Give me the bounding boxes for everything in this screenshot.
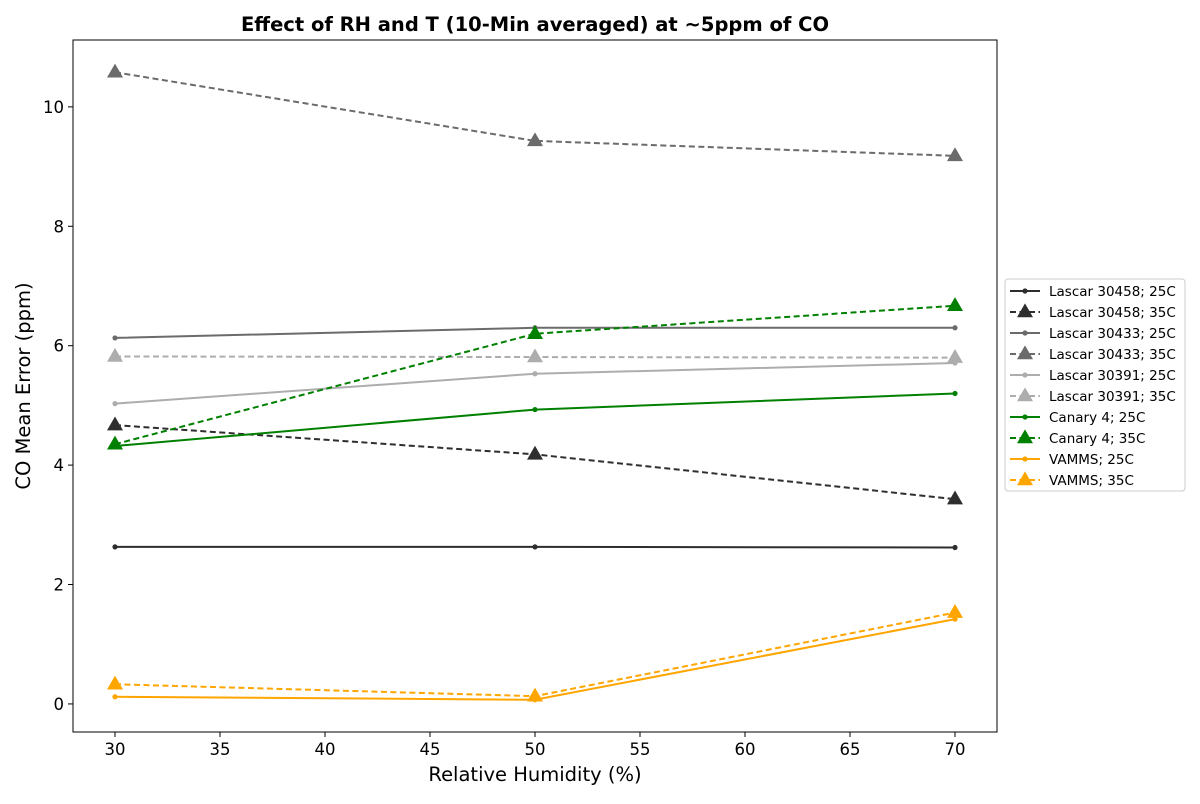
chart-title: Effect of RH and T (10-Min averaged) at … [241,13,829,36]
data-point [112,544,118,550]
data-point [947,147,963,162]
data-point [532,371,538,377]
x-tick-label: 45 [420,740,441,759]
legend-label: VAMMS; 25C [1049,452,1134,468]
legend-label: Lascar 30458; 25C [1049,284,1176,300]
data-point [947,603,963,618]
data-point [952,390,958,397]
series-9 [107,603,963,702]
legend-item: Lascar 30458; 35C [1010,303,1176,321]
data-point [527,687,543,702]
y-tick-label: 0 [54,695,65,714]
series-1 [107,416,963,505]
legend-label: Lascar 30458; 35C [1049,305,1176,321]
series-0 [112,544,958,551]
x-tick-label: 30 [105,740,126,759]
series-3 [107,63,963,162]
series-5 [107,347,963,363]
data-point [527,445,543,460]
legend-label: Canary 4; 25C [1049,410,1145,426]
data-point [532,544,538,550]
y-tick-label: 8 [54,217,65,236]
legend-marker [1017,429,1033,444]
x-axis-label: Relative Humidity (%) [428,763,641,786]
x-tick-label: 65 [840,740,861,759]
legend-marker [1017,471,1033,486]
legend-marker [1017,387,1033,402]
data-point [112,401,118,407]
data-point [947,349,963,363]
data-point [952,325,958,331]
legend-marker [1022,372,1028,378]
y-axis-label: CO Mean Error (ppm) [12,282,35,489]
data-point [107,63,123,78]
legend-marker [1022,456,1028,462]
legend-marker [1022,414,1028,420]
plot-area [107,63,963,703]
legend-item: Lascar 30391; 25C [1010,368,1176,384]
x-tick-label: 60 [735,740,756,759]
legend-label: VAMMS; 35C [1049,473,1134,489]
data-point [947,297,963,311]
y-tick-label: 10 [43,98,64,117]
legend-label: Canary 4; 35C [1049,431,1145,447]
data-point [947,490,963,505]
data-point [952,544,958,551]
x-tick-label: 50 [525,740,546,759]
legend-item: Lascar 30433; 25C [1010,326,1176,342]
legend-box [1004,278,1186,492]
data-point [112,335,118,341]
legend-item: Lascar 30391; 35C [1010,387,1176,405]
data-point [532,406,538,413]
data-point [527,325,543,340]
series-line [114,424,956,501]
series-4 [112,360,958,407]
legend-marker [1017,303,1033,318]
series-line [114,71,956,157]
series-6 [112,390,958,449]
legend-label: Lascar 30433; 25C [1049,326,1176,342]
legend-label: Lascar 30391; 25C [1049,368,1176,384]
legend-item: Canary 4; 25C [1010,410,1145,426]
legend-item: Lascar 30433; 35C [1010,345,1176,363]
x-tick-label: 40 [315,740,336,759]
data-point [112,694,118,700]
axes-ticks: 30 35 40 45 50 55 60 65 70 0 2 4 6 8 10 [43,98,966,759]
data-point [107,416,123,431]
y-tick-label: 4 [54,456,65,475]
y-tick-label: 6 [54,337,65,356]
legend-marker [1022,288,1028,294]
data-point [107,347,123,362]
x-tick-label: 70 [945,740,966,759]
legend-item: Lascar 30458; 25C [1010,284,1176,300]
data-point [527,132,543,147]
legend-item: Canary 4; 35C [1010,429,1145,447]
legend-marker [1022,330,1028,336]
data-point [527,348,543,363]
legend: Lascar 30458; 25C Lascar 30458; 35C Lascar… [1004,278,1186,492]
data-point [952,616,958,622]
legend-label: Lascar 30391; 35C [1049,389,1176,405]
series-line [114,611,956,698]
x-tick-label: 35 [210,740,231,759]
legend-marker [1017,345,1033,360]
data-point [107,675,123,690]
x-tick-label: 55 [630,740,651,759]
series-line [114,392,956,448]
data-point [107,435,123,450]
legend-item: VAMMS; 35C [1010,471,1134,489]
legend-label: Lascar 30433; 35C [1049,347,1176,363]
series-7 [107,297,963,450]
y-tick-label: 2 [54,576,65,595]
legend-item: VAMMS; 25C [1010,452,1134,468]
series-line [114,304,956,446]
